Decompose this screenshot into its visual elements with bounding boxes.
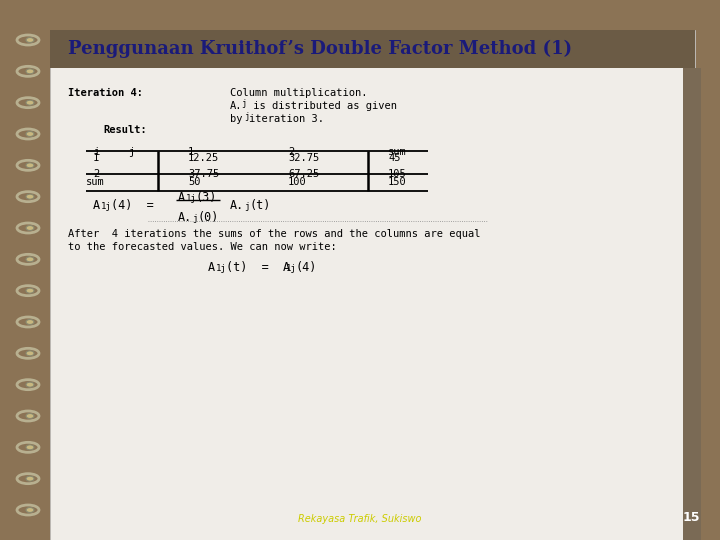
Ellipse shape [26, 476, 34, 481]
Ellipse shape [26, 288, 34, 293]
Text: 100: 100 [288, 177, 307, 187]
Ellipse shape [26, 382, 34, 387]
Text: j: j [241, 99, 246, 108]
Text: 1j: 1j [186, 194, 197, 203]
Text: j: j [244, 112, 249, 121]
Text: 1j: 1j [286, 264, 297, 273]
Text: Penggunaan Kruithof’s Double Factor Method (1): Penggunaan Kruithof’s Double Factor Meth… [68, 40, 572, 58]
Text: 1: 1 [93, 153, 99, 163]
Ellipse shape [26, 100, 34, 105]
Text: A.: A. [178, 211, 192, 224]
Text: iteration 3.: iteration 3. [249, 114, 324, 124]
Text: is distributed as given: is distributed as given [247, 101, 397, 111]
Text: A: A [208, 261, 215, 274]
Text: A: A [93, 199, 100, 212]
Ellipse shape [26, 257, 34, 262]
Text: 50: 50 [188, 177, 200, 187]
Ellipse shape [26, 69, 34, 74]
Text: 45: 45 [388, 153, 400, 163]
Text: (3): (3) [196, 191, 217, 204]
Ellipse shape [26, 37, 34, 43]
Text: 2: 2 [288, 147, 294, 157]
Text: 15: 15 [683, 511, 700, 524]
Ellipse shape [26, 414, 34, 418]
Text: 2: 2 [93, 169, 99, 179]
Text: by: by [230, 114, 243, 124]
Text: j: j [244, 202, 249, 211]
Text: to the forecasted values. We can now write:: to the forecasted values. We can now wri… [68, 242, 337, 252]
Text: sum: sum [86, 177, 104, 187]
Ellipse shape [26, 132, 34, 137]
Text: j: j [128, 147, 134, 157]
Text: Rekayasa Trafik, Sukiswo: Rekayasa Trafik, Sukiswo [298, 514, 422, 524]
Text: A.: A. [230, 101, 243, 111]
Text: 1j: 1j [101, 202, 112, 211]
Text: After  4 iterations the sums of the rows and the columns are equal: After 4 iterations the sums of the rows … [68, 229, 480, 239]
Text: (t): (t) [249, 199, 271, 212]
Ellipse shape [26, 445, 34, 450]
Text: A: A [178, 191, 185, 204]
Text: 37.75: 37.75 [188, 169, 220, 179]
Bar [683, 68, 701, 540]
Text: Result:: Result: [103, 125, 147, 135]
Text: (4)  =: (4) = [111, 199, 154, 212]
Ellipse shape [26, 351, 34, 356]
Text: A.: A. [230, 199, 244, 212]
Ellipse shape [26, 508, 34, 512]
Text: (t)  =  A: (t) = A [226, 261, 290, 274]
Text: i: i [93, 147, 99, 157]
Text: 67.25: 67.25 [288, 169, 319, 179]
Text: j: j [192, 214, 197, 223]
Text: 1j: 1j [216, 264, 227, 273]
Text: 32.75: 32.75 [288, 153, 319, 163]
Text: Column multiplication.: Column multiplication. [230, 88, 367, 98]
Text: Iteration 4:: Iteration 4: [68, 88, 143, 98]
Ellipse shape [26, 226, 34, 231]
Text: (0): (0) [197, 211, 218, 224]
Text: 1: 1 [188, 147, 194, 157]
Ellipse shape [26, 320, 34, 325]
Text: 12.25: 12.25 [188, 153, 220, 163]
Text: sum: sum [388, 147, 407, 157]
Text: 105: 105 [388, 169, 407, 179]
Bar [50, 30, 695, 68]
Ellipse shape [26, 163, 34, 168]
Ellipse shape [26, 194, 34, 199]
Text: (4): (4) [296, 261, 318, 274]
Bar [50, 30, 695, 540]
Text: 150: 150 [388, 177, 407, 187]
